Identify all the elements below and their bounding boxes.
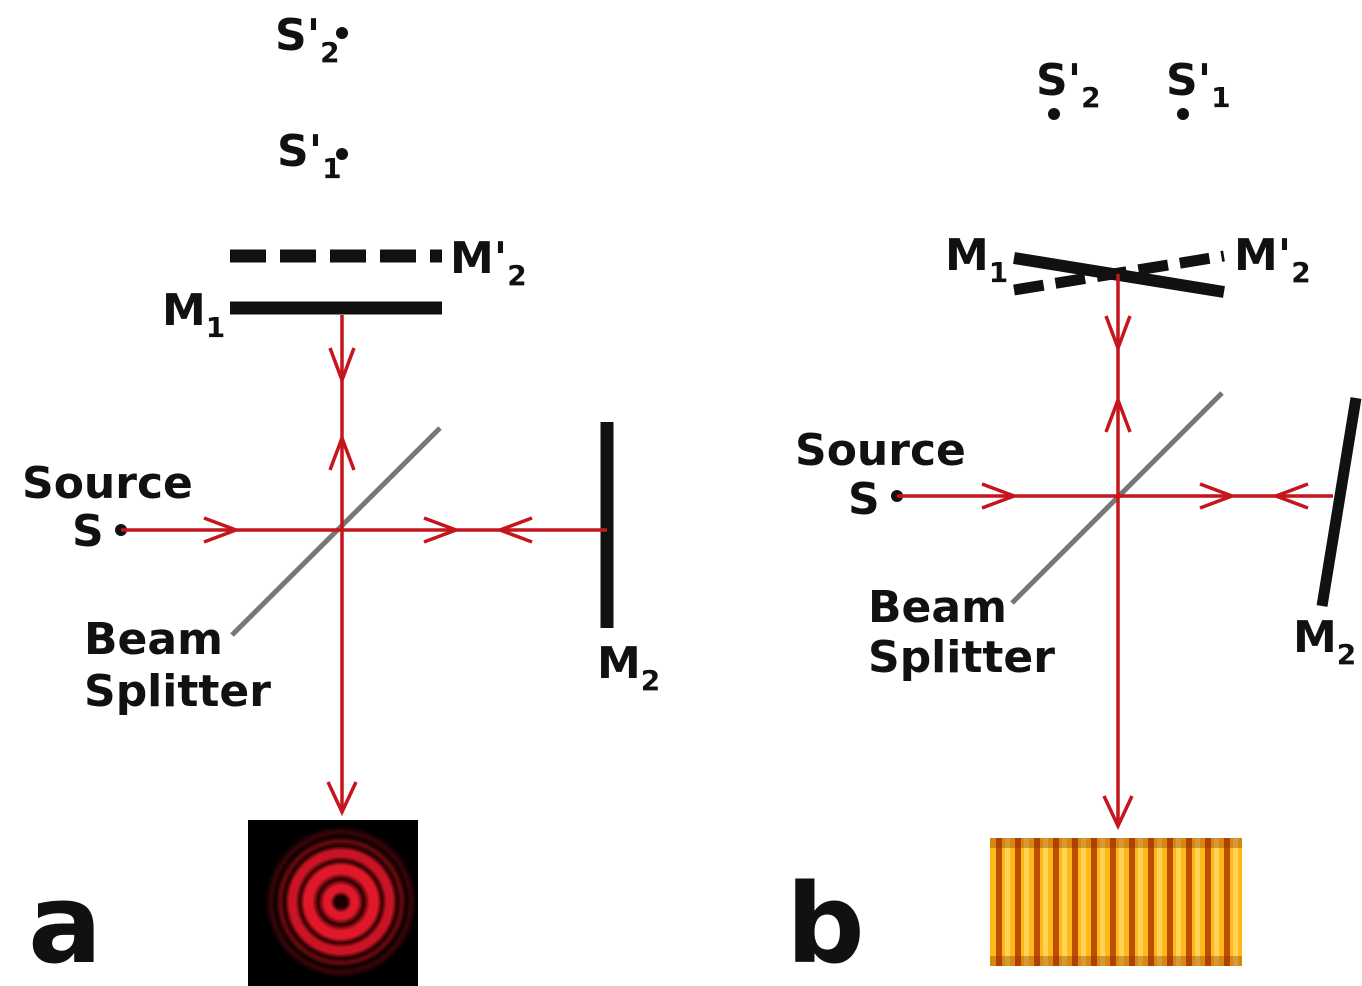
beam-splitter-label-line1-b: Beam [868,582,1007,633]
bright-fringe [1005,838,1010,966]
bright-fringe [1195,838,1200,966]
fringe-rings-a [265,826,417,978]
arrow-to-detector-a [326,781,358,817]
panel-label-a: a [28,860,102,986]
dark-fringe [996,838,1002,966]
s1-prime-dot-a [336,148,348,160]
virtual-source-s1-b: S'1 [1166,55,1231,120]
dark-fringe [1034,838,1040,966]
bright-fringe [1176,838,1181,966]
mirror-m2-image-b [1013,250,1225,296]
beam-paths-b [897,274,1333,831]
dark-fringe [1072,838,1078,966]
source-label-line1-a: Source [22,458,193,509]
dark-fringe [1205,838,1211,966]
dark-fringe [1224,838,1230,966]
bright-fringe [1157,838,1162,966]
dark-fringe [1015,838,1021,966]
beam-splitter-label-line1-a: Beam [84,614,223,665]
source-label-line2-a: S [72,506,104,557]
m2-label-b: M2 [1293,612,1356,671]
s2-prime-label-b: S'2 [1036,55,1101,114]
arrow-source-right-a [203,516,241,544]
arrow-from-m1-b [1104,315,1132,353]
dark-fringe [1053,838,1059,966]
dark-fringe [1110,838,1116,966]
arrow-source-right-b [981,482,1019,510]
s2-prime-dot-a [336,27,348,39]
bright-fringe [1119,838,1124,966]
s2-prime-label-a: S'2 [275,10,340,69]
arrow-from-m2-b [1271,482,1309,510]
bright-fringe [1081,838,1086,966]
arrow-to-m1-a [328,433,356,471]
bright-fringe [1062,838,1067,966]
source-label-line1-b: Source [795,425,966,476]
bright-fringe [1233,838,1238,966]
panel-label-b: b [786,860,865,986]
mirror-m2-b [1316,397,1362,607]
beam-paths-a [121,315,607,817]
arrow-from-m1-a [328,347,356,385]
dark-fringe [1129,838,1135,966]
arrow-to-m2-a [423,516,461,544]
s1-prime-label-b: S'1 [1166,55,1231,114]
virtual-source-s1-a: S'1 [277,126,348,185]
bright-fringe [1024,838,1029,966]
dark-fringe [1148,838,1154,966]
virtual-source-s2-a: S'2 [275,10,348,69]
arrow-to-m2-b [1199,482,1237,510]
fringe-edge-shade [990,838,1242,848]
arrow-from-m2-a [495,516,533,544]
arrow-to-detector-b [1102,795,1134,831]
s1-prime-dot-b [1177,108,1189,120]
m1-label-b: M1 [945,230,1008,289]
bright-fringe [1214,838,1219,966]
s1-prime-label-a: S'1 [277,126,342,185]
panel-a: S'2 S'1 M'2 M1 M2 Beam Splitter Source S [22,10,660,986]
dark-fringe [1186,838,1192,966]
m2-prime-label-a: M'2 [450,233,527,292]
beam-splitter-label-line2-a: Splitter [84,666,271,717]
source-label-line2-b: S [848,474,880,525]
bright-fringe [1138,838,1143,966]
s2-prime-dot-b [1048,108,1060,120]
fringe-edge-shade [990,956,1242,966]
arrow-to-m1-b [1104,395,1132,433]
fringe-stripes-b [990,838,1242,966]
bright-fringe [1100,838,1105,966]
m2-prime-label-b: M'2 [1234,230,1311,289]
straight-fringe-pattern [990,838,1242,966]
bright-fringe [1043,838,1048,966]
dark-fringe [1167,838,1173,966]
dark-fringe [1091,838,1097,966]
panel-b: S'2 S'1 M1 M'2 M2 Beam Splitter Source S [786,55,1362,986]
m2-label-a: M2 [597,638,660,697]
m1-label-a: M1 [162,285,225,344]
beam-splitter-label-line2-b: Splitter [868,632,1055,683]
virtual-source-s2-b: S'2 [1036,55,1101,120]
